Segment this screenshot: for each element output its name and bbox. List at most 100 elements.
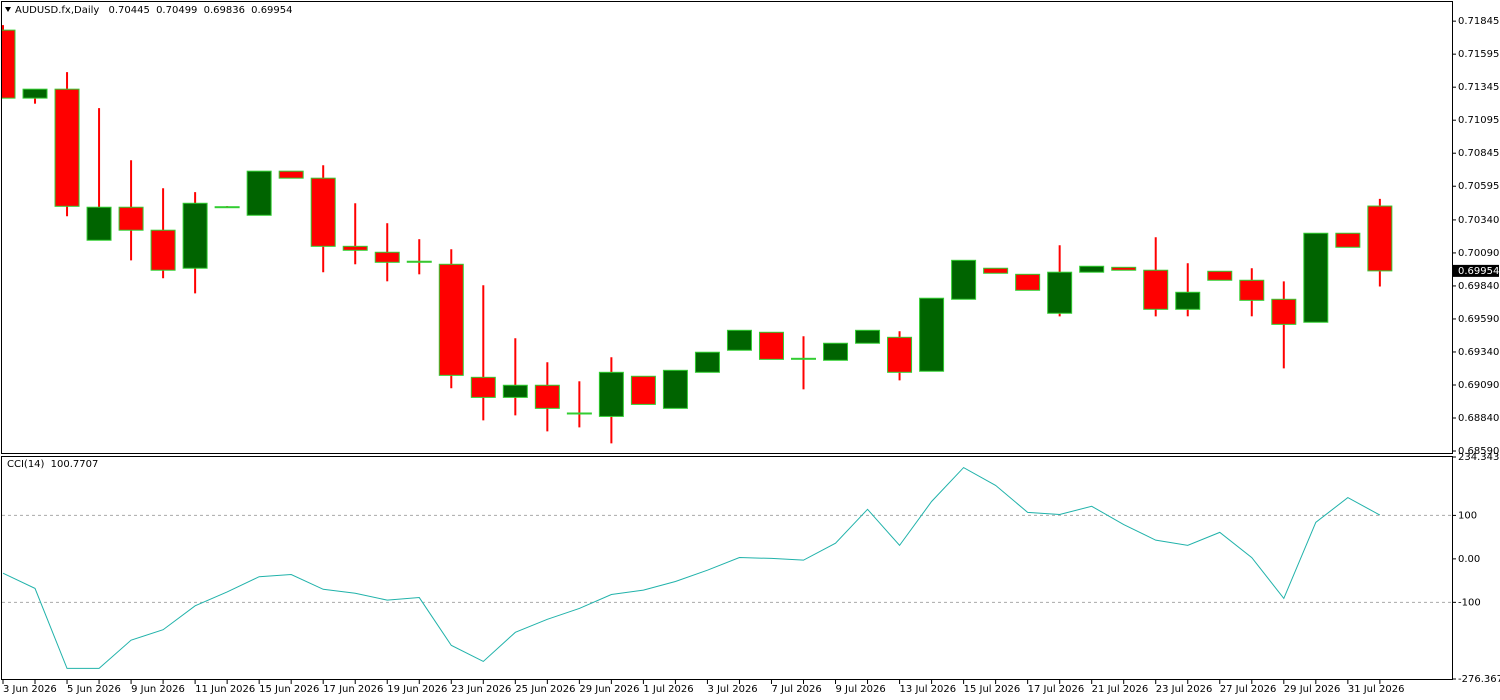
x-tick-label: 5 Jun 2026 (67, 684, 121, 695)
x-tick-label: 15 Jun 2026 (259, 684, 319, 695)
y-tick-label: 0.68590 (1458, 446, 1499, 457)
y-tick-label: -100 (1458, 597, 1481, 608)
indicator-name: CCI(14) (7, 459, 45, 470)
candle-body (855, 329, 881, 344)
x-tick-label: 25 Jun 2026 (515, 684, 575, 695)
candle-body (406, 260, 432, 263)
candle-body (726, 329, 752, 351)
price-tag (1453, 264, 1499, 277)
candle-body (983, 267, 1009, 274)
header-close: 0.69954 (251, 5, 292, 16)
candle-body (1335, 232, 1361, 248)
candle-body (598, 371, 624, 417)
x-tick-label: 3 Jul 2026 (707, 684, 757, 695)
symbol: AUDUSD.fx,Daily (15, 5, 99, 16)
y-tick-label: 0.70845 (1458, 148, 1499, 159)
candle-body (470, 376, 496, 398)
candle-body (150, 229, 176, 271)
candle-body (534, 384, 560, 409)
candle-body (22, 88, 48, 99)
candle-body (758, 331, 784, 360)
x-tick-label: 1 Jul 2026 (643, 684, 693, 695)
x-tick-label: 7 Jul 2026 (771, 684, 821, 695)
candle-body (1239, 279, 1265, 301)
y-tick-label: 0.71345 (1458, 82, 1499, 93)
candle-body (214, 206, 240, 209)
x-tick-label: 23 Jul 2026 (1156, 684, 1213, 695)
x-tick-label: 21 Jul 2026 (1092, 684, 1149, 695)
candle-body (1047, 271, 1073, 314)
candle-body (54, 88, 80, 207)
y-tick-label: 0.71595 (1458, 49, 1499, 60)
x-tick-label: 17 Jun 2026 (323, 684, 383, 695)
candle-body (1207, 270, 1233, 281)
y-tick-label: 0.71845 (1458, 16, 1499, 27)
y-tick-label: 0.69090 (1458, 380, 1499, 391)
candle-body (310, 177, 336, 247)
candle-body (374, 251, 400, 263)
candle-body (182, 202, 208, 269)
x-tick-label: 9 Jul 2026 (836, 684, 886, 695)
y-tick-label: -276.367 (1458, 674, 1500, 685)
x-tick-label: 3 Jun 2026 (3, 684, 57, 695)
candle-body (887, 336, 913, 373)
candle-body (1143, 269, 1169, 310)
candle-body (118, 206, 144, 231)
candle-body (342, 245, 368, 251)
candle-body (2, 29, 16, 99)
candle-body (278, 170, 304, 179)
candle-body (1367, 205, 1393, 272)
candle-body (1303, 232, 1329, 323)
x-tick-label: 23 Jun 2026 (451, 684, 511, 695)
candle-body (662, 369, 688, 409)
x-tick-label: 29 Jun 2026 (579, 684, 639, 695)
y-tick-label: 0.70595 (1458, 181, 1499, 192)
current-price: 0.69954 (1458, 266, 1499, 277)
y-tick-label: 0.00 (1458, 554, 1480, 565)
indicator-header: CCI(14) 100.7707 (7, 459, 98, 470)
candle-body (823, 342, 849, 361)
indicator-line (2, 466, 1381, 669)
candle-body (630, 375, 656, 405)
x-tick-label: 17 Jul 2026 (1028, 684, 1085, 695)
candle-body (86, 206, 112, 241)
x-tick-label: 9 Jun 2026 (131, 684, 185, 695)
candle-body (502, 384, 528, 398)
candle-body (566, 412, 592, 415)
candle-body (1015, 273, 1041, 291)
y-tick-label: 0.68840 (1458, 413, 1499, 424)
chart-header: AUDUSD.fx,Daily 0.70445 0.70499 0.69836 … (15, 5, 293, 16)
candle-body (919, 297, 945, 372)
price-panel (1, 1, 1453, 454)
candle-body (1175, 291, 1201, 310)
y-tick-label: 234.3437 (1458, 452, 1500, 463)
y-tick-label: 0.69590 (1458, 314, 1499, 325)
candle-body (694, 351, 720, 373)
candle-body (1111, 266, 1137, 271)
y-tick-label: 0.69340 (1458, 347, 1499, 358)
x-tick-label: 27 Jul 2026 (1220, 684, 1277, 695)
y-tick-label: 0.69840 (1458, 281, 1499, 292)
x-tick-label: 13 Jul 2026 (900, 684, 957, 695)
y-tick-label: 0.70090 (1458, 248, 1499, 259)
candle-body (1079, 265, 1105, 273)
x-tick-label: 19 Jun 2026 (387, 684, 447, 695)
cci-panel (1, 456, 1453, 680)
x-tick-label: 15 Jul 2026 (964, 684, 1021, 695)
menu-arrow[interactable] (5, 7, 11, 12)
indicator-value: 100.7707 (51, 459, 99, 470)
x-tick-label: 11 Jun 2026 (195, 684, 255, 695)
y-tick-label: 0.71095 (1458, 115, 1499, 126)
y-tick-label: 100 (1458, 510, 1477, 521)
candles (2, 25, 1393, 444)
x-tick-label: 31 Jul 2026 (1348, 684, 1405, 695)
header-open: 0.70445 (109, 5, 150, 16)
candle-body (791, 357, 816, 360)
header-high: 0.70499 (156, 5, 197, 16)
candle-body (246, 170, 272, 216)
candle-body (951, 259, 977, 300)
candle-body (1271, 298, 1297, 325)
header-low: 0.69836 (204, 5, 245, 16)
y-tick-label: 0.70340 (1458, 215, 1499, 226)
